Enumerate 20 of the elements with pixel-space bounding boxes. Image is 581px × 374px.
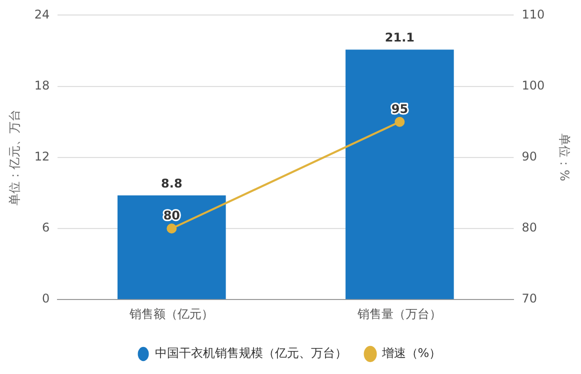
- y-tick-label: 0: [42, 292, 50, 306]
- y2-tick-label: 100: [522, 78, 545, 92]
- y2-tick-label: 70: [522, 292, 537, 306]
- data-label: 80: [163, 208, 180, 223]
- y2-tick-label: 90: [522, 150, 537, 164]
- y-tick-label: 24: [34, 7, 50, 22]
- data-label: 95: [391, 102, 408, 116]
- y2-tick-label: 80: [522, 220, 537, 235]
- y-axis-title: 单位：亿元、万台: [7, 109, 22, 206]
- x-tick-label: 销售额（亿元）: [128, 306, 214, 321]
- x-tick-label: 销售量（万台）: [356, 306, 442, 321]
- y-tick-label: 12: [34, 150, 50, 164]
- data-label: 21.1: [384, 30, 414, 45]
- y-tick-label: 6: [42, 220, 50, 235]
- y2-tick-label: 110: [522, 7, 545, 22]
- legend-label: 中国干衣机销售规模（亿元、万台）: [154, 346, 347, 360]
- data-label: 8.8: [161, 176, 182, 190]
- y2-axis-title: 单位：%: [558, 134, 572, 182]
- legend-label: 增速（%）: [380, 346, 442, 360]
- y-tick-label: 18: [34, 78, 50, 92]
